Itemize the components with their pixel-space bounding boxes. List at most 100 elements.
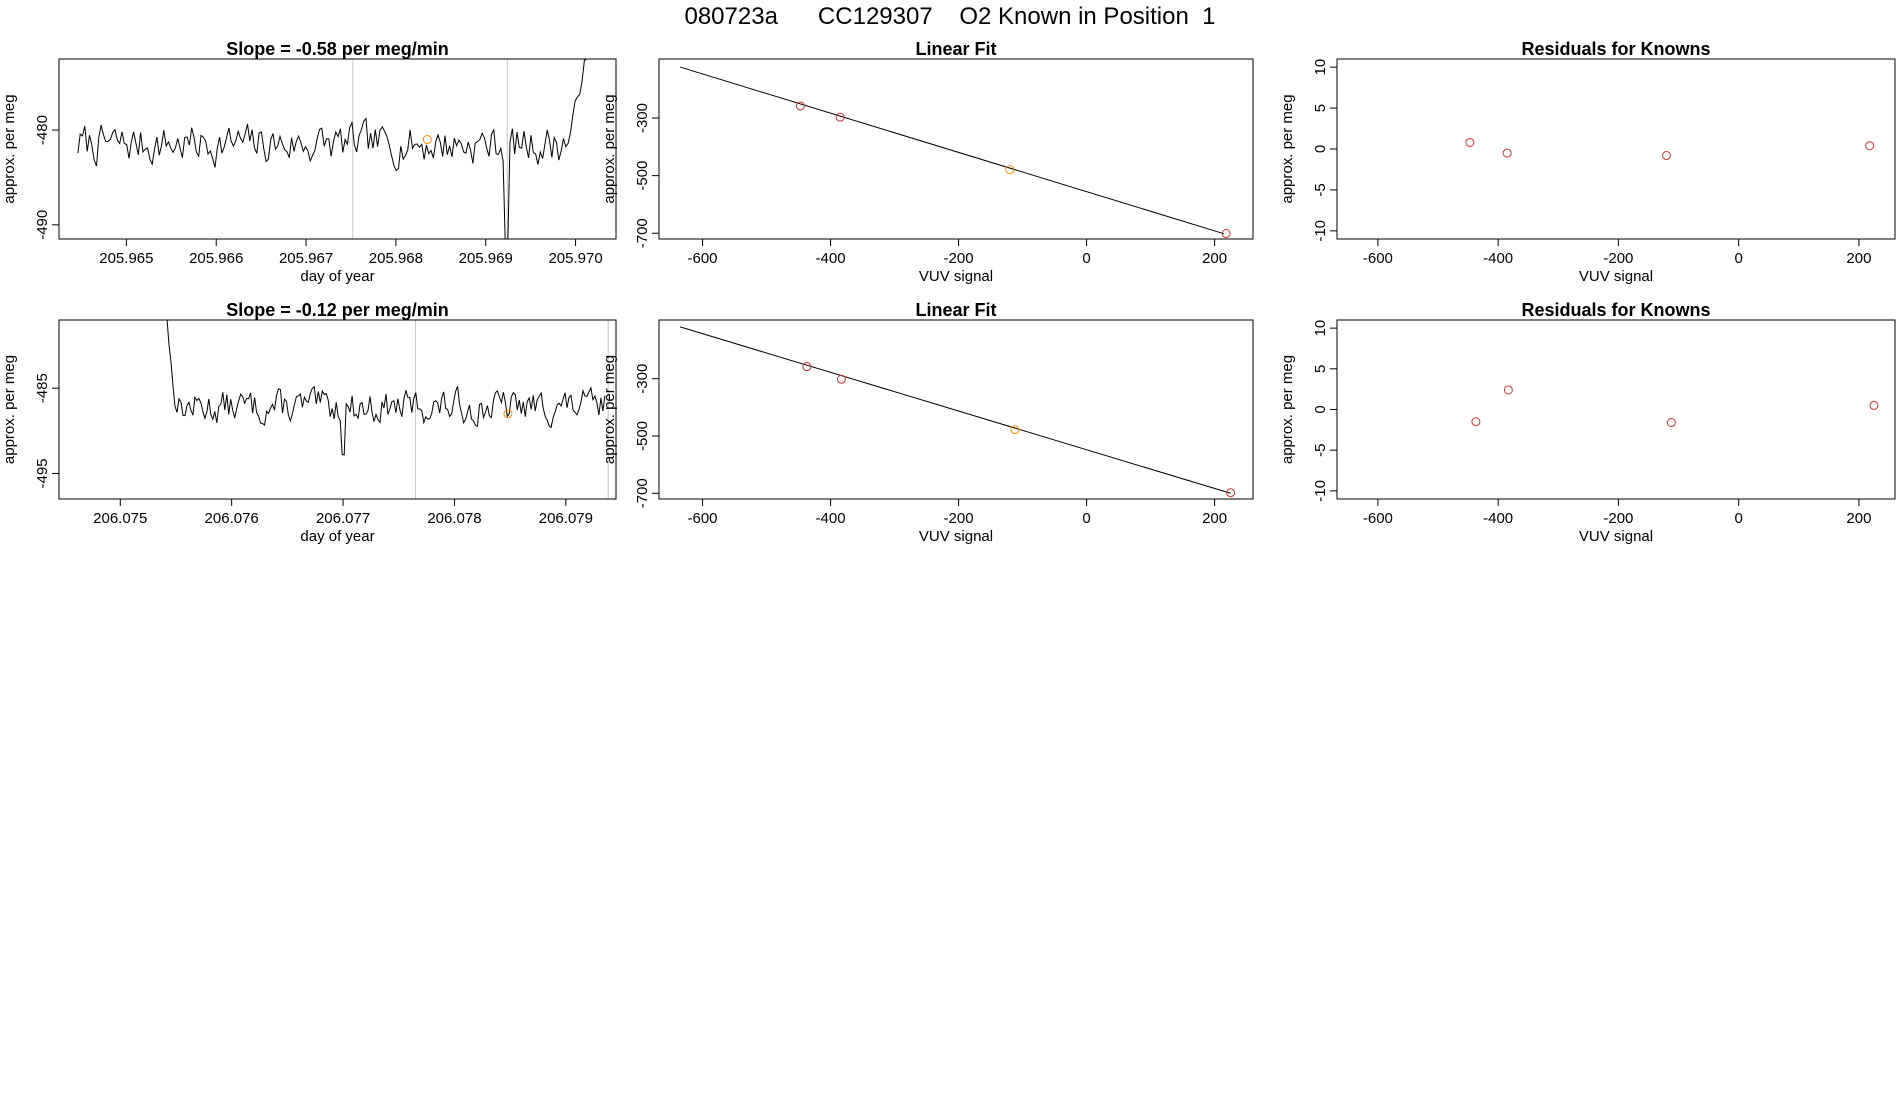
x-tick-label: 206.078	[427, 510, 481, 527]
plot-area	[679, 326, 1236, 498]
x-tick-label: 206.079	[539, 510, 593, 527]
x-tick-label: 205.970	[548, 250, 602, 267]
x-tick-label: -200	[1603, 510, 1633, 527]
fit-line	[679, 326, 1231, 494]
panel-res2: Residuals for Knowns -600 -400 -200 0 200 -10 -…	[1279, 300, 1896, 545]
known-point	[1865, 141, 1875, 151]
x-tick-label: -600	[688, 510, 718, 527]
known-point	[1869, 400, 1879, 410]
x-tick-label: 205.967	[279, 250, 333, 267]
x-axis-label: VUV signal	[1579, 268, 1653, 285]
known-point	[1465, 137, 1475, 147]
plot-area	[1465, 137, 1875, 161]
x-tick-label: 200	[1846, 250, 1871, 267]
y-tick-label: -500	[634, 161, 651, 191]
plot-frame	[1336, 58, 1896, 240]
panel-title: Slope = -0.58 per meg/min	[226, 39, 449, 59]
highlight-point	[1010, 425, 1020, 435]
x-tick-label: 205.969	[459, 250, 513, 267]
y-tick-label: -10	[1312, 220, 1329, 242]
known-point	[1471, 417, 1481, 427]
y-axis-label: approx. per meg	[1279, 94, 1296, 203]
y-tick-label: -300	[634, 364, 651, 394]
x-axis-label: day of year	[300, 528, 374, 545]
x-tick-label: -600	[1363, 250, 1393, 267]
y-tick-label: -500	[634, 421, 651, 451]
x-tick-label: -200	[1603, 250, 1633, 267]
x-tick-label: 200	[1846, 510, 1871, 527]
x-tick-label: -600	[1363, 510, 1393, 527]
plot-area	[166, 320, 609, 499]
y-tick-label: 0	[1312, 405, 1329, 413]
highlight-point	[422, 135, 432, 145]
y-axis-label: approx. per meg	[1279, 355, 1296, 464]
plot-area	[679, 66, 1231, 239]
x-tick-label: 0	[1734, 510, 1742, 527]
panel-grid: Slope = -0.58 per meg/min 205.965 205.966 2…	[1, 39, 1896, 545]
panel-res1: Residuals for Knowns -600 -400 -200 0 200 -10 -…	[1279, 39, 1896, 285]
y-tick-label: 5	[1312, 365, 1329, 373]
plot-frame	[658, 58, 1254, 240]
figure-title: 080723a CC129307 O2 Known in Position 1	[684, 3, 1215, 30]
plot-area	[1471, 385, 1879, 428]
known-point	[835, 112, 845, 122]
known-point	[1503, 385, 1513, 395]
x-tick-label: 206.076	[205, 510, 259, 527]
y-tick-label: -485	[34, 373, 51, 403]
plot-frame	[1336, 319, 1896, 500]
panel-fit1: Linear Fit -600 -400 -200 0 200 -700 -500 -300 VU…	[601, 39, 1254, 285]
y-axis-label: approx. per meg	[1, 94, 18, 203]
panel-fit2: Linear Fit -600 -400 -200 0 200 -700 -500 -300 VU…	[601, 300, 1254, 545]
data-series-line	[77, 59, 589, 239]
x-tick-label: 206.075	[93, 510, 147, 527]
highlight-point	[503, 409, 513, 419]
plot-frame	[658, 319, 1254, 500]
x-tick-label: 205.966	[189, 250, 243, 267]
highlight-point	[1005, 165, 1015, 175]
x-tick-label: -200	[944, 510, 974, 527]
x-axis-label: VUV signal	[1579, 528, 1653, 545]
x-axis-label: VUV signal	[919, 528, 993, 545]
panel-ts1: Slope = -0.58 per meg/min 205.965 205.966 2…	[1, 39, 617, 285]
x-axis-label: day of year	[300, 268, 374, 285]
x-axis-label: VUV signal	[919, 268, 993, 285]
x-tick-label: 0	[1082, 510, 1090, 527]
x-tick-label: 205.965	[99, 250, 153, 267]
y-tick-label: -700	[634, 478, 651, 508]
x-tick-label: -400	[1483, 510, 1513, 527]
y-tick-label: -700	[634, 218, 651, 248]
y-tick-label: -490	[34, 210, 51, 240]
panel-title: Residuals for Knowns	[1521, 300, 1710, 320]
panel-title: Linear Fit	[915, 300, 996, 320]
y-tick-label: 0	[1312, 145, 1329, 153]
y-tick-label: -5	[1312, 444, 1329, 457]
x-tick-label: -400	[816, 250, 846, 267]
fit-line	[679, 66, 1225, 235]
x-tick-label: -200	[944, 250, 974, 267]
known-point	[1221, 229, 1231, 239]
plot-frame	[58, 319, 617, 500]
x-tick-label: -600	[688, 250, 718, 267]
y-axis-label: approx. per meg	[1, 355, 18, 464]
y-tick-label: -300	[634, 103, 651, 133]
y-tick-label: 10	[1312, 320, 1329, 337]
known-point	[1226, 488, 1236, 498]
y-tick-label: -5	[1312, 183, 1329, 196]
plot-area	[77, 59, 589, 239]
y-tick-label: 10	[1312, 59, 1329, 76]
known-point	[795, 101, 805, 111]
panel-title: Residuals for Knowns	[1521, 39, 1710, 59]
x-tick-label: 200	[1202, 510, 1227, 527]
x-tick-label: 0	[1734, 250, 1742, 267]
y-tick-label: -480	[34, 115, 51, 145]
y-tick-label: -10	[1312, 480, 1329, 502]
known-point	[1662, 151, 1672, 161]
known-point	[802, 362, 812, 372]
y-tick-label: -495	[34, 458, 51, 488]
x-tick-label: 200	[1202, 250, 1227, 267]
panel-ts2: Slope = -0.12 per meg/min 206.075 206.076 2…	[1, 300, 617, 545]
known-point	[1502, 148, 1512, 158]
panel-title: Slope = -0.12 per meg/min	[226, 300, 449, 320]
